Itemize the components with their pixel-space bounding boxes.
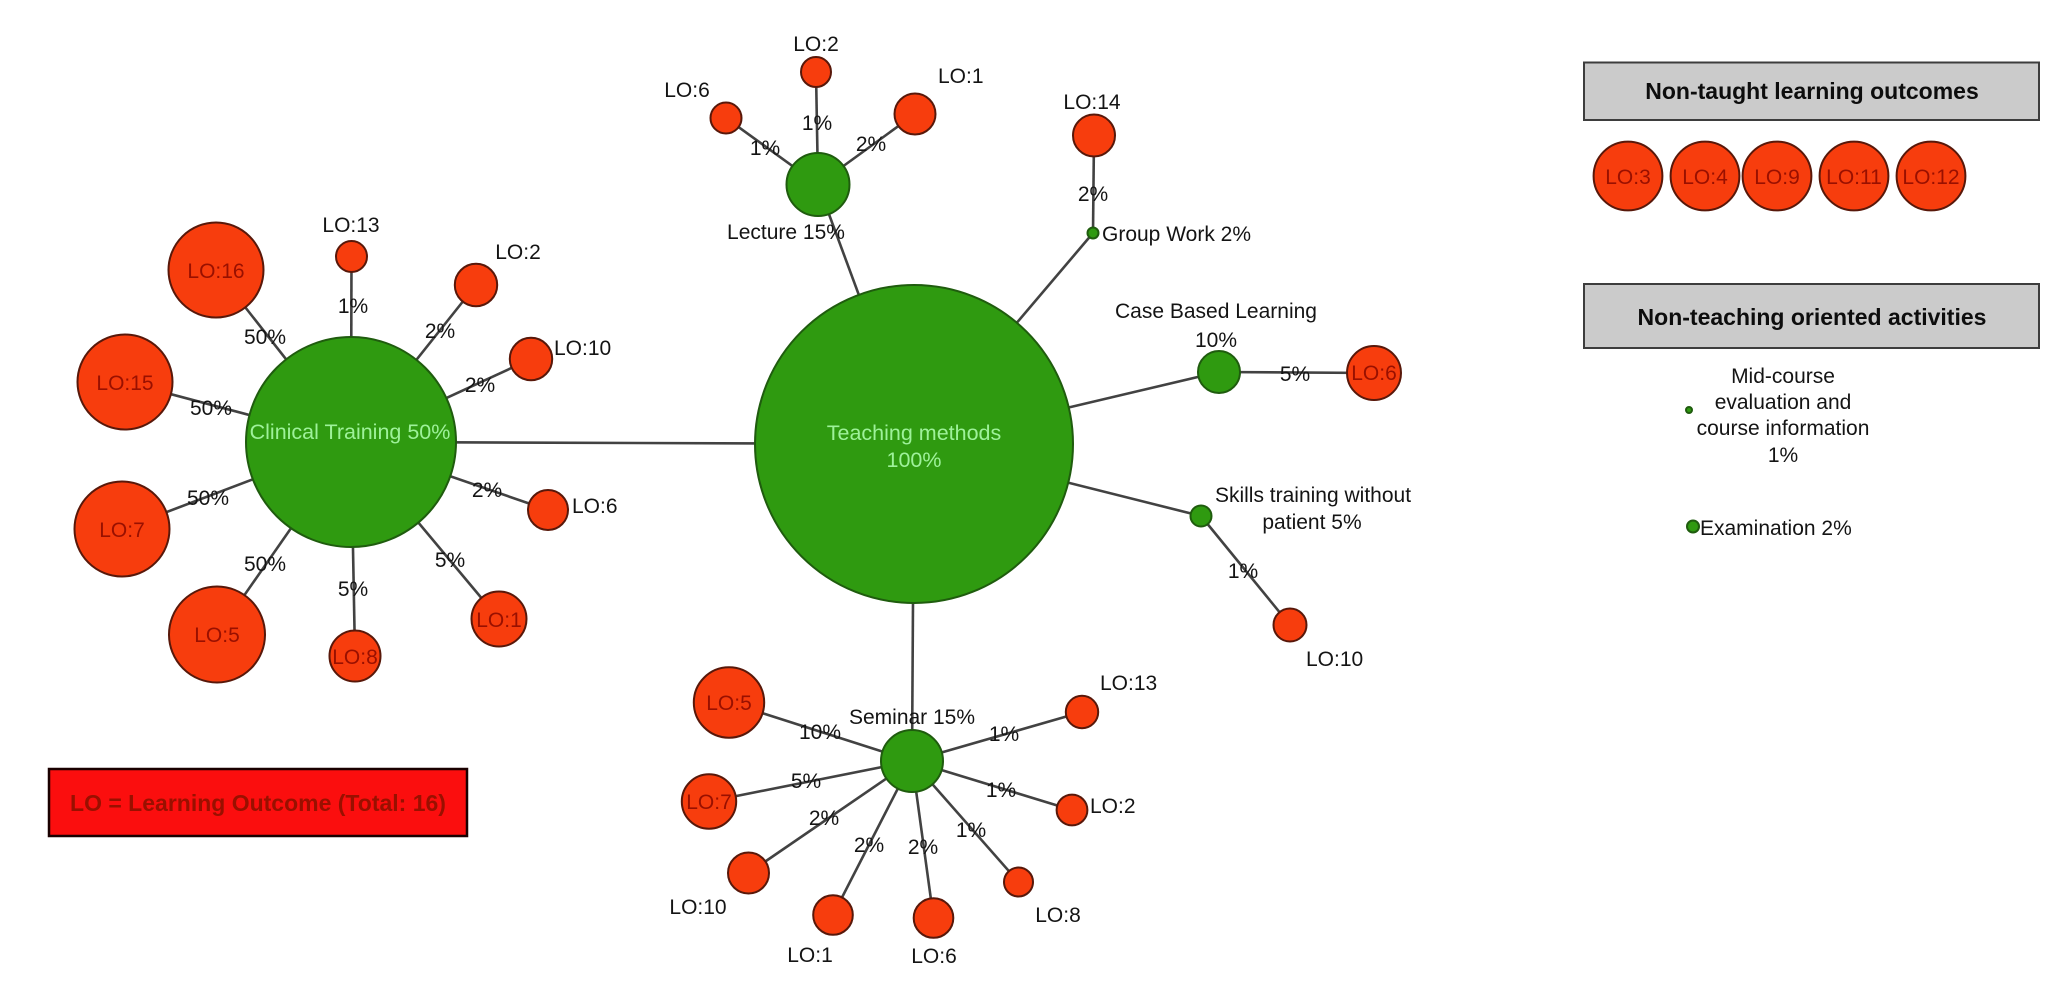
- svg-text:LO:7: LO:7: [99, 519, 145, 542]
- svg-text:Skills training without: Skills training without: [1215, 484, 1411, 507]
- svg-text:LO:4: LO:4: [1682, 166, 1728, 189]
- svg-text:evaluation and: evaluation and: [1715, 391, 1852, 414]
- svg-text:LO:5: LO:5: [706, 692, 752, 715]
- svg-text:LO:6: LO:6: [664, 79, 710, 102]
- svg-text:LO:6: LO:6: [911, 945, 957, 968]
- svg-text:LO:1: LO:1: [476, 609, 522, 632]
- svg-text:50%: 50%: [187, 487, 229, 510]
- svg-text:Mid-course: Mid-course: [1731, 365, 1835, 388]
- svg-text:LO:2: LO:2: [1090, 795, 1136, 818]
- svg-text:Non-teaching oriented activiti: Non-teaching oriented activities: [1638, 304, 1987, 330]
- svg-text:Group Work 2%: Group Work 2%: [1102, 223, 1251, 246]
- svg-text:LO:9: LO:9: [1754, 166, 1800, 189]
- svg-text:Lecture 15%: Lecture 15%: [727, 221, 845, 244]
- svg-text:Seminar 15%: Seminar 15%: [849, 706, 975, 729]
- svg-text:2%: 2%: [809, 807, 839, 830]
- svg-text:LO:10: LO:10: [669, 896, 726, 919]
- svg-text:10%: 10%: [799, 721, 841, 744]
- svg-text:LO:13: LO:13: [1100, 672, 1157, 695]
- svg-text:LO:5: LO:5: [194, 624, 240, 647]
- svg-text:Case Based Learning: Case Based Learning: [1115, 300, 1317, 323]
- svg-text:100%: 100%: [887, 448, 942, 472]
- svg-text:Non-taught learning outcomes: Non-taught learning outcomes: [1645, 78, 1979, 104]
- svg-text:50%: 50%: [244, 326, 286, 349]
- svg-text:LO:2: LO:2: [793, 33, 839, 56]
- svg-text:2%: 2%: [472, 479, 502, 502]
- svg-text:Examination 2%: Examination 2%: [1700, 517, 1852, 540]
- svg-text:2%: 2%: [854, 834, 884, 857]
- svg-text:5%: 5%: [435, 549, 465, 572]
- svg-text:1%: 1%: [802, 112, 832, 135]
- svg-text:1%: 1%: [986, 779, 1016, 802]
- svg-text:LO:3: LO:3: [1605, 166, 1651, 189]
- svg-text:2%: 2%: [856, 133, 886, 156]
- svg-text:1%: 1%: [1228, 560, 1258, 583]
- svg-text:LO:6: LO:6: [572, 495, 618, 518]
- svg-text:LO:16: LO:16: [187, 260, 244, 283]
- svg-text:LO:13: LO:13: [322, 214, 379, 237]
- svg-text:LO = Learning Outcome (Total:: LO = Learning Outcome (Total: 16): [70, 790, 446, 816]
- svg-text:2%: 2%: [465, 374, 495, 397]
- svg-text:2%: 2%: [1078, 183, 1108, 206]
- svg-text:LO:8: LO:8: [332, 646, 378, 669]
- svg-text:LO:7: LO:7: [686, 791, 732, 814]
- svg-text:LO:15: LO:15: [96, 372, 153, 395]
- svg-text:LO:6: LO:6: [1351, 362, 1397, 385]
- svg-text:LO:10: LO:10: [1306, 648, 1363, 671]
- svg-text:50%: 50%: [244, 553, 286, 576]
- svg-text:2%: 2%: [425, 320, 455, 343]
- svg-text:patient 5%: patient 5%: [1262, 511, 1361, 534]
- svg-text:LO:10: LO:10: [554, 337, 611, 360]
- svg-text:LO:8: LO:8: [1035, 904, 1081, 927]
- svg-text:LO:14: LO:14: [1063, 91, 1121, 114]
- svg-text:LO:2: LO:2: [495, 241, 541, 264]
- svg-text:LO:1: LO:1: [787, 944, 833, 967]
- svg-text:1%: 1%: [989, 723, 1019, 746]
- svg-text:50%: 50%: [190, 397, 232, 420]
- svg-text:Clinical Training 50%: Clinical Training 50%: [250, 420, 451, 444]
- svg-text:10%: 10%: [1195, 329, 1237, 352]
- svg-text:Teaching methods: Teaching methods: [827, 421, 1002, 445]
- svg-text:LO:1: LO:1: [938, 65, 984, 88]
- svg-text:2%: 2%: [908, 836, 938, 859]
- svg-text:1%: 1%: [1768, 444, 1798, 467]
- svg-text:1%: 1%: [338, 295, 368, 318]
- svg-text:LO:11: LO:11: [1826, 166, 1882, 189]
- svg-text:1%: 1%: [956, 819, 986, 842]
- svg-text:5%: 5%: [791, 770, 821, 793]
- svg-text:5%: 5%: [338, 578, 368, 601]
- svg-text:course information: course information: [1697, 417, 1870, 440]
- svg-text:5%: 5%: [1280, 363, 1310, 386]
- svg-text:LO:12: LO:12: [1902, 166, 1959, 189]
- svg-text:1%: 1%: [750, 137, 780, 160]
